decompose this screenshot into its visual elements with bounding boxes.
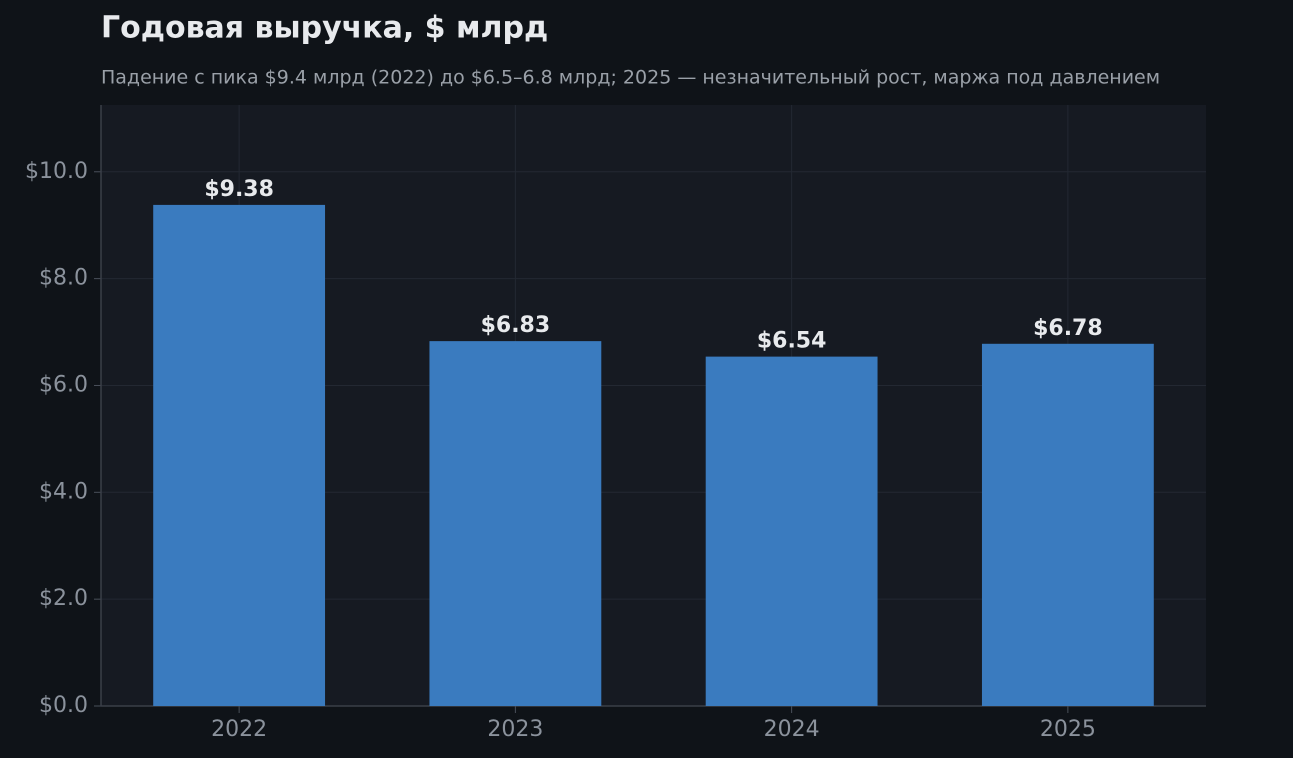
y-tick-label: $4.0 bbox=[39, 479, 88, 504]
x-tick-label: 2022 bbox=[211, 717, 267, 742]
value-label: $6.83 bbox=[481, 313, 551, 338]
bar bbox=[705, 356, 878, 706]
y-tick-label: $6.0 bbox=[39, 372, 88, 397]
y-tick-label: $0.0 bbox=[39, 693, 88, 718]
x-tick-label: 2025 bbox=[1040, 717, 1096, 742]
bar bbox=[429, 341, 602, 706]
bar bbox=[153, 204, 326, 707]
value-label: $6.54 bbox=[757, 329, 827, 354]
chart-title: Годовая выручка, $ млрд bbox=[101, 11, 548, 46]
bar bbox=[981, 343, 1154, 706]
x-tick-label: 2024 bbox=[764, 717, 820, 742]
value-label: $6.78 bbox=[1033, 316, 1103, 341]
chart-subtitle: Падение с пика $9.4 млрд (2022) до $6.5–… bbox=[101, 67, 1160, 89]
y-tick-label: $2.0 bbox=[39, 586, 88, 611]
y-tick-label: $8.0 bbox=[39, 266, 88, 291]
x-tick-label: 2023 bbox=[487, 717, 543, 742]
y-tick-label: $10.0 bbox=[25, 159, 88, 184]
value-label: $9.38 bbox=[204, 177, 274, 202]
